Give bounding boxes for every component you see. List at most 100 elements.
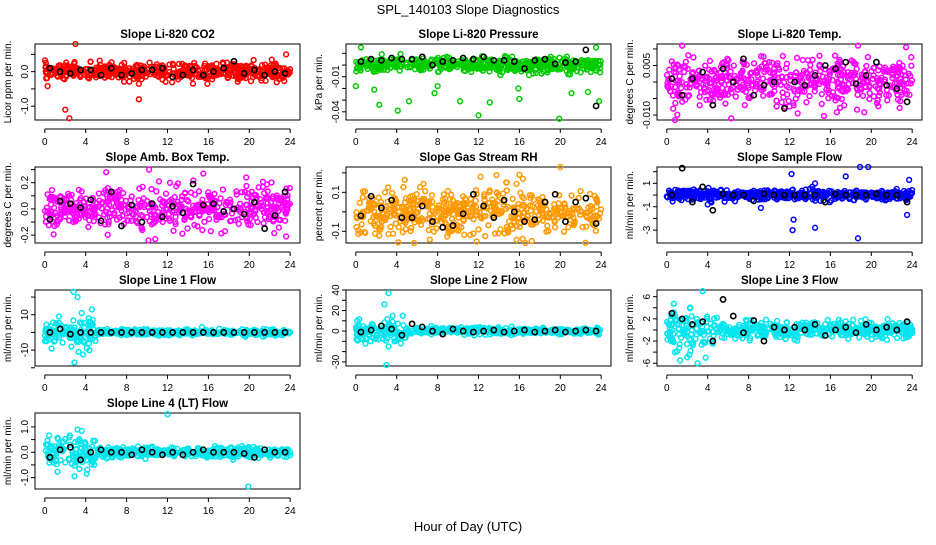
data-point	[733, 94, 738, 99]
y-tick-label: -10	[20, 342, 31, 357]
data-point	[909, 55, 914, 60]
data-point	[276, 225, 281, 230]
data-point	[580, 225, 585, 230]
data-point	[269, 57, 274, 62]
data-point	[274, 80, 279, 85]
data-point	[486, 223, 491, 228]
data-point	[426, 228, 431, 233]
x-tick-label: 20	[866, 383, 878, 394]
data-point	[86, 225, 91, 230]
outlier-point	[71, 289, 76, 294]
x-tick-label: 4	[705, 383, 711, 394]
data-point	[562, 229, 567, 234]
mean-point	[823, 63, 828, 68]
scatter-points	[43, 289, 293, 364]
y-tick-label: -0.2	[20, 226, 31, 244]
data-point	[473, 198, 478, 203]
panel-title: Slope Line 1 Flow	[119, 275, 216, 287]
data-point	[140, 184, 145, 189]
data-point	[800, 58, 805, 63]
data-point	[855, 92, 860, 97]
data-point	[192, 61, 197, 66]
y-axis-label: ml/min per min.	[3, 294, 14, 362]
outlier-point	[789, 172, 794, 177]
x-tick-label: 4	[83, 137, 89, 148]
x-tick-label: 12	[162, 383, 174, 394]
data-point	[474, 239, 479, 244]
x-tick-label: 20	[866, 260, 878, 271]
outlier-point	[79, 311, 84, 316]
y-tick-label: -3	[642, 225, 653, 234]
outlier-point	[147, 167, 152, 172]
panel-title: Slope Li-820 CO2	[120, 29, 215, 41]
data-point	[720, 86, 725, 91]
mean-point	[471, 192, 476, 197]
y-tick-label: 0.0	[20, 202, 31, 216]
mean-point	[129, 202, 134, 207]
data-point	[96, 191, 101, 196]
x-tick-label: 0	[353, 260, 359, 271]
data-point	[171, 63, 176, 68]
data-point	[236, 222, 241, 227]
data-point	[679, 86, 684, 91]
outlier-point	[904, 45, 909, 50]
x-tick-label: 16	[825, 383, 837, 394]
data-point	[363, 230, 368, 235]
data-point	[545, 223, 550, 228]
y-tick-label: -6	[642, 358, 653, 367]
y-axis-label: degrees C per min.	[625, 39, 636, 124]
mean-point	[409, 57, 414, 62]
panel-title: Slope Gas Stream RH	[419, 152, 537, 164]
data-point	[691, 55, 696, 60]
outlier-point	[63, 107, 68, 112]
y-axis-label: percent per min.	[314, 169, 325, 241]
data-point	[864, 64, 869, 69]
data-point	[117, 215, 122, 220]
data-point	[527, 73, 532, 78]
panel-title: Slope Line 2 Flow	[430, 275, 527, 287]
panel-title: Slope Sample Flow	[737, 152, 842, 164]
data-point	[99, 206, 104, 211]
scatter-points	[43, 42, 293, 121]
outlier-point	[705, 202, 710, 207]
data-point	[807, 94, 812, 99]
data-point	[97, 58, 102, 63]
outlier-point	[384, 363, 389, 368]
x-tick-label: 24	[285, 383, 297, 394]
x-tick-label: 16	[203, 260, 215, 271]
data-point	[219, 231, 224, 236]
x-tick-label: 12	[784, 137, 796, 148]
data-point	[830, 78, 835, 83]
outlier-point	[594, 45, 599, 50]
data-point	[200, 228, 205, 233]
data-point	[533, 67, 538, 72]
data-point	[593, 228, 598, 233]
x-tick-label: 24	[596, 383, 608, 394]
mean-point	[843, 60, 848, 65]
outlier-point	[386, 291, 391, 296]
data-point	[49, 346, 54, 351]
panel-title: Slope Line 3 Flow	[741, 275, 838, 287]
x-tick-label: 0	[664, 260, 670, 271]
data-point	[761, 93, 766, 98]
scatter-points	[665, 289, 915, 366]
mean-point	[700, 184, 705, 189]
data-point	[731, 63, 736, 68]
data-point	[147, 219, 152, 224]
mean-point	[904, 99, 909, 104]
mean-point	[563, 219, 568, 224]
data-point	[60, 340, 65, 345]
x-tick-label: 4	[394, 260, 400, 271]
y-axis-label: degrees C per min.	[3, 162, 14, 247]
data-point	[221, 187, 226, 192]
x-tick-label: 16	[825, 137, 837, 148]
data-point	[867, 91, 872, 96]
data-point	[146, 238, 151, 243]
outlier-point	[386, 344, 391, 349]
data-point	[673, 85, 678, 90]
x-tick-label: 24	[907, 260, 919, 271]
